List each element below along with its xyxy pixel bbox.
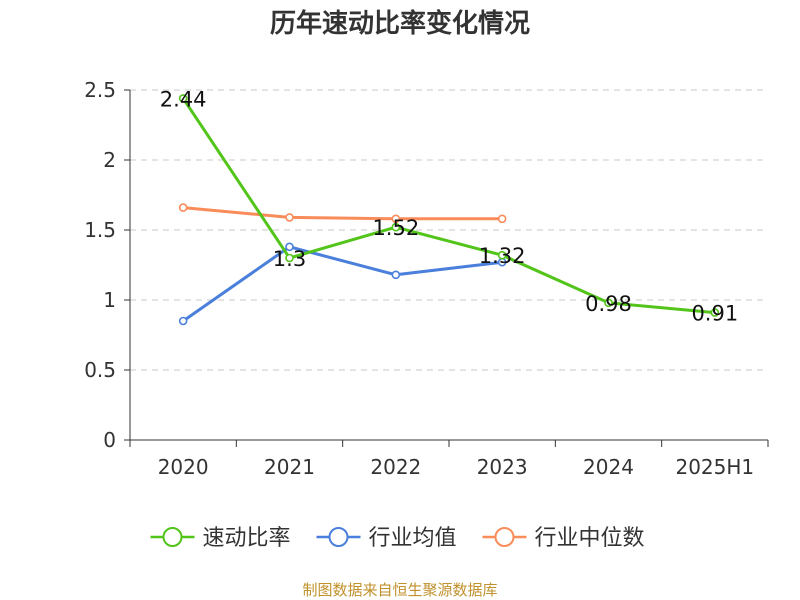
x-tick-label: 2024 [583, 455, 634, 479]
legend-label: 速动比率 [203, 526, 291, 551]
legend-item[interactable]: 行业中位数 [482, 526, 645, 551]
data-point[interactable] [178, 316, 188, 326]
chart-title: 历年速动比率变化情况 [269, 9, 530, 39]
series-layer [178, 94, 720, 326]
data-label: 2.44 [160, 87, 207, 111]
x-tick-label: 2025H1 [675, 455, 754, 479]
legend-item[interactable]: 行业均值 [316, 526, 457, 551]
x-tick-label: 2020 [158, 455, 209, 479]
data-point[interactable] [178, 94, 188, 103]
data-point[interactable] [391, 214, 401, 224]
x-tick-label: 2023 [477, 455, 528, 479]
data-label: 1.52 [372, 216, 419, 240]
x-tick-label: 2021 [264, 455, 315, 479]
data-label: 0.98 [585, 292, 632, 316]
legend-marker-icon [328, 527, 349, 547]
data-point[interactable] [391, 222, 401, 232]
y-tick-label: 1.5 [84, 218, 116, 242]
series-line [181, 97, 715, 315]
legend[interactable]: 速动比率 行业均值 行业中位数 [150, 526, 645, 551]
legend-marker-icon [162, 527, 183, 547]
y-tick-label: 2 [103, 148, 116, 172]
series-line [183, 206, 503, 221]
data-point[interactable] [391, 270, 401, 280]
legend-label: 行业均值 [369, 526, 457, 551]
data-point[interactable] [604, 298, 613, 308]
y-tick-label: 0 [103, 428, 116, 452]
series-line [182, 245, 503, 323]
source-note: 制图数据来自恒生聚源数据库 [302, 581, 498, 599]
y-tick-label: 1 [103, 288, 116, 312]
data-point[interactable] [285, 242, 294, 252]
x-tick-label: 2022 [370, 455, 421, 479]
legend-label: 行业中位数 [535, 526, 645, 551]
legend-item[interactable]: 速动比率 [150, 526, 291, 551]
legend-marker-icon [494, 527, 515, 547]
data-label: 1.3 [273, 247, 306, 271]
gridlines [130, 89, 768, 371]
data-label: 1.32 [479, 244, 526, 268]
y-tick-label: 2.5 [84, 78, 116, 102]
data-label: 0.91 [691, 302, 738, 326]
data-point[interactable] [710, 308, 720, 317]
data-point[interactable] [285, 253, 294, 263]
data-point[interactable] [497, 250, 507, 260]
data-labels: 2.44 1.3 1.52 1.32 0.98 0.91 [160, 87, 738, 325]
y-tick-label: 0.5 [84, 358, 116, 382]
data-point[interactable] [285, 213, 294, 222]
data-point[interactable] [497, 214, 507, 224]
data-point[interactable] [178, 203, 188, 212]
